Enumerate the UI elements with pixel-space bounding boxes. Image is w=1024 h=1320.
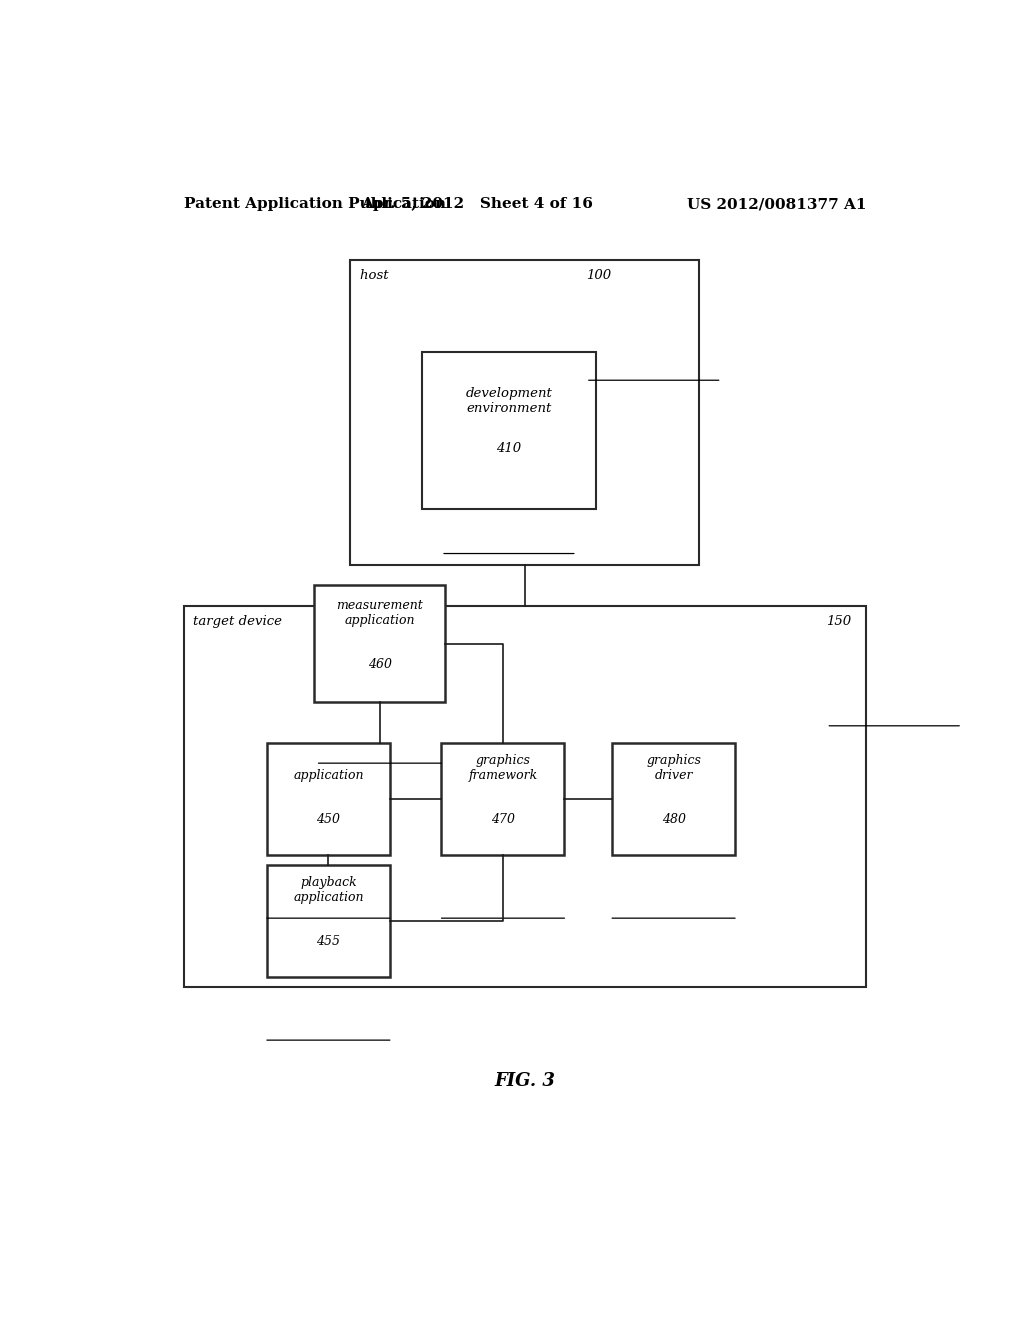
Text: Apr. 5, 2012   Sheet 4 of 16: Apr. 5, 2012 Sheet 4 of 16: [361, 197, 593, 211]
FancyBboxPatch shape: [267, 865, 390, 977]
FancyBboxPatch shape: [350, 260, 699, 565]
FancyBboxPatch shape: [183, 606, 866, 987]
Text: host: host: [359, 269, 392, 282]
Text: 455: 455: [316, 935, 340, 948]
Text: 150: 150: [826, 615, 852, 628]
Text: 480: 480: [662, 813, 686, 826]
Text: US 2012/0081377 A1: US 2012/0081377 A1: [686, 197, 866, 211]
Text: 460: 460: [368, 657, 392, 671]
Text: target device: target device: [194, 615, 287, 628]
FancyBboxPatch shape: [422, 351, 596, 510]
Text: 410: 410: [497, 442, 521, 455]
Text: measurement
application: measurement application: [337, 599, 423, 627]
Text: graphics
framework: graphics framework: [468, 755, 538, 783]
Text: FIG. 3: FIG. 3: [495, 1072, 555, 1090]
Text: 100: 100: [586, 269, 611, 282]
Text: development
environment: development environment: [466, 387, 552, 414]
Text: 450: 450: [316, 813, 340, 826]
Text: Patent Application Publication: Patent Application Publication: [183, 197, 445, 211]
FancyBboxPatch shape: [612, 743, 735, 854]
Text: 470: 470: [490, 813, 515, 826]
Text: playback
application: playback application: [293, 876, 364, 904]
FancyBboxPatch shape: [267, 743, 390, 854]
FancyBboxPatch shape: [441, 743, 564, 854]
FancyBboxPatch shape: [314, 585, 445, 702]
Text: graphics
driver: graphics driver: [646, 755, 701, 783]
Text: application: application: [293, 770, 364, 783]
